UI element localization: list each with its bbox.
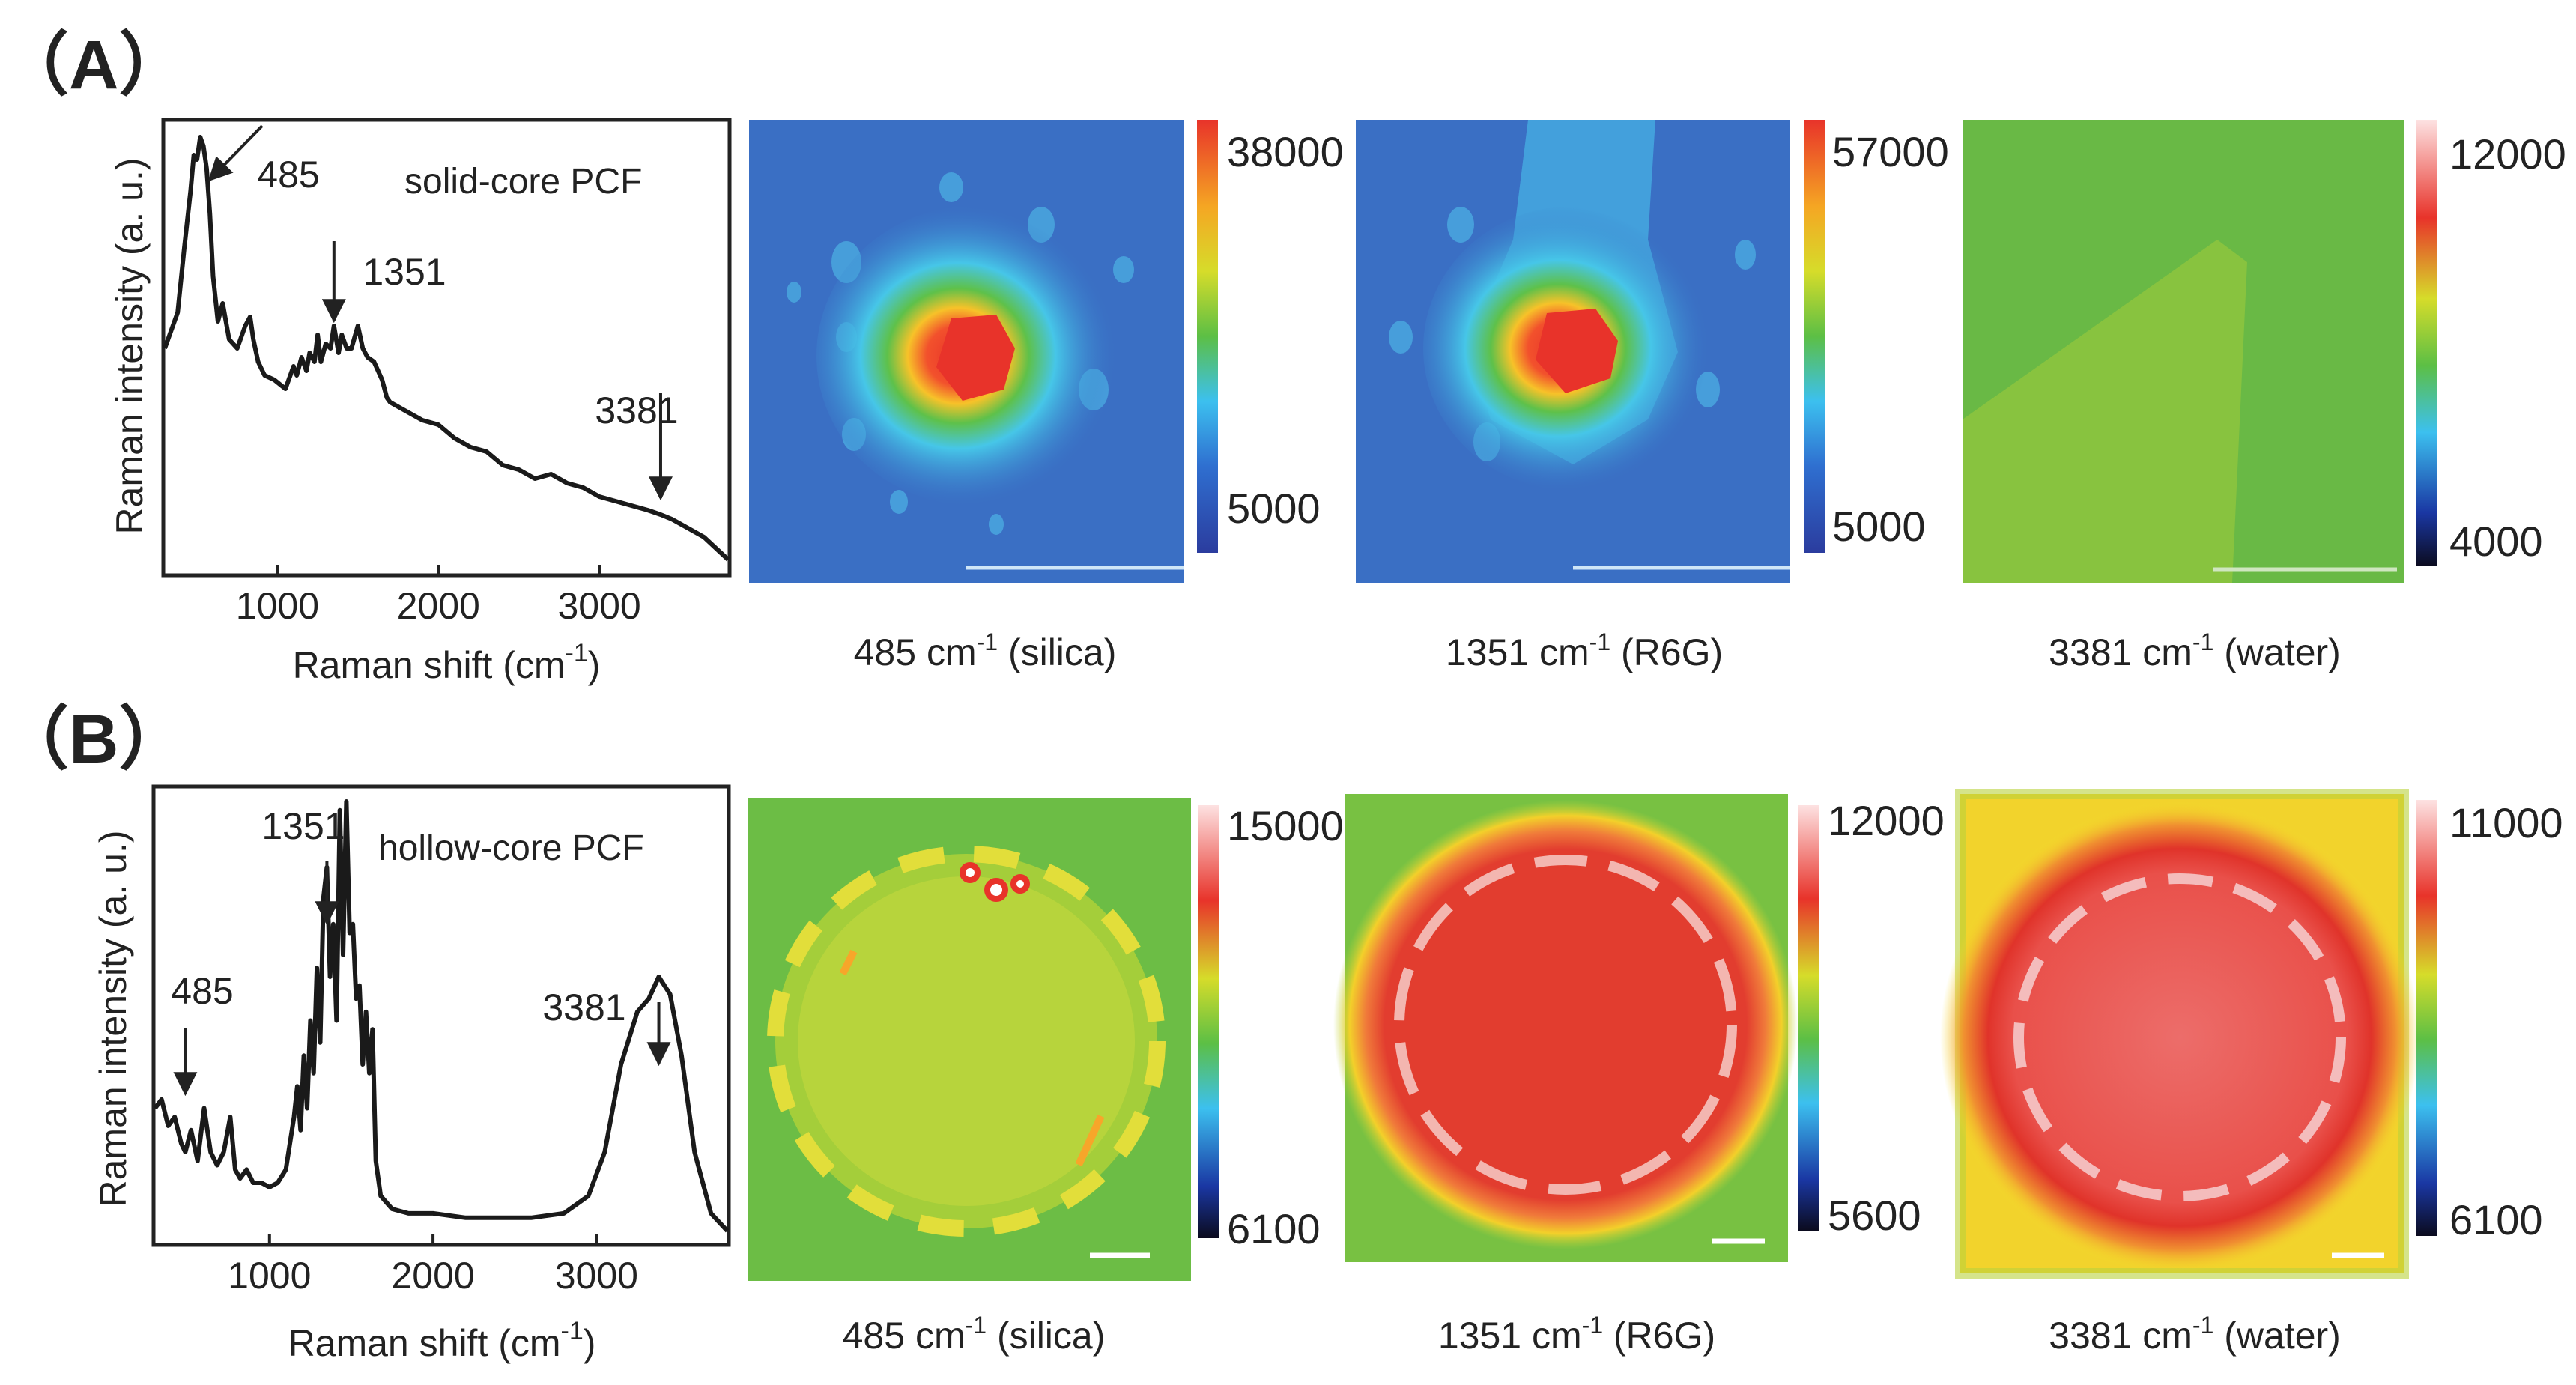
plot-frame xyxy=(151,784,731,1247)
x-tick-label: 3000 xyxy=(557,585,640,627)
colorbar xyxy=(2416,120,2437,566)
spectrum-line xyxy=(153,799,730,1233)
map-b3: 11000 6100 3381 cm-1 (water) xyxy=(1940,789,2563,1357)
map-caption: 1351 cm-1 (R6G) xyxy=(1446,628,1723,673)
panel-b-label: （B） xyxy=(0,701,187,778)
x-ticks: 1000 2000 3000 xyxy=(228,1234,638,1297)
colorbar xyxy=(1804,120,1825,553)
colorbar-min: 5000 xyxy=(1227,485,1321,532)
colorbar xyxy=(2416,800,2437,1236)
peak-label: 485 xyxy=(171,970,233,1012)
map-b1: 15000 6100 485 cm-1 (silica) xyxy=(748,798,1344,1357)
map-a1: 38000 5000 485 cm-1 (silica) xyxy=(749,120,1344,673)
colorbar-max: 57000 xyxy=(1832,128,1949,175)
x-axis-label: Raman shift (cm-1) xyxy=(293,639,601,686)
y-axis-label: Raman intensity (a. u.) xyxy=(92,831,134,1207)
hotspot-core xyxy=(936,315,1015,401)
fiber-ring xyxy=(1394,855,1737,1195)
colorbar-max: 38000 xyxy=(1227,128,1344,175)
x-axis-label: Raman shift (cm-1) xyxy=(288,1317,596,1364)
chart-title: hollow-core PCF xyxy=(378,828,644,868)
colorbar-min: 6100 xyxy=(2449,1196,2543,1243)
peak-annotations: 485 1351 3381 xyxy=(207,124,679,501)
heat-halo xyxy=(1940,801,2419,1273)
spectrum-chart-b: hollow-core PCF Raman intensity (a. u.) … xyxy=(92,784,731,1364)
map-caption: 3381 cm-1 (water) xyxy=(2049,1312,2341,1357)
map-a2: 57000 5000 1351 cm-1 (R6G) xyxy=(1356,120,1949,673)
hotspot-core xyxy=(1536,309,1618,393)
spectrum-line xyxy=(163,135,730,562)
peak-label: 1351 xyxy=(261,805,345,847)
colorbar-min: 5600 xyxy=(1828,1192,1921,1239)
panel-b: （B） hollow-core PCF Raman intensity (a. … xyxy=(0,701,2563,1364)
peak-label: 3381 xyxy=(542,987,625,1028)
colorbar xyxy=(1198,805,1219,1238)
x-tick-label: 1000 xyxy=(236,585,319,627)
peak-arrow xyxy=(207,124,264,182)
fiber-core xyxy=(798,876,1135,1206)
peak-label: 485 xyxy=(257,154,319,196)
peak-label: 3381 xyxy=(595,390,678,431)
map-caption: 485 cm-1 (silica) xyxy=(854,628,1117,673)
colorbar-max: 12000 xyxy=(2449,130,2566,178)
chart-title: solid-core PCF xyxy=(404,162,642,201)
colorbar xyxy=(1798,805,1819,1231)
x-tick-label: 3000 xyxy=(555,1255,638,1297)
map-caption: 485 cm-1 (silica) xyxy=(843,1312,1106,1357)
peak-label: 1351 xyxy=(363,251,446,293)
colorbar-min: 6100 xyxy=(1227,1205,1321,1252)
colorbar-min: 4000 xyxy=(2449,518,2543,565)
colorbar-max: 11000 xyxy=(2449,799,2563,846)
colorbar xyxy=(1197,120,1218,553)
panel-a: （A） solid-core PCF Raman intensity (a. u… xyxy=(0,27,2566,686)
hotspot-marks xyxy=(839,862,1105,1167)
x-tick-label: 1000 xyxy=(228,1255,311,1297)
x-tick-label: 2000 xyxy=(397,585,480,627)
map-caption: 3381 cm-1 (water) xyxy=(2049,628,2341,673)
colorbar-min: 5000 xyxy=(1832,503,1926,550)
map-caption: 1351 cm-1 (R6G) xyxy=(1438,1312,1715,1357)
colorbar-max: 12000 xyxy=(1828,797,1945,844)
fiber-ring xyxy=(2013,873,2346,1201)
panel-a-label: （A） xyxy=(0,27,187,103)
map-a3: 12000 4000 3381 cm-1 (water) xyxy=(1963,120,2566,673)
x-tick-label: 2000 xyxy=(391,1255,474,1297)
spectrum-chart-a: solid-core PCF Raman intensity (a. u.) R… xyxy=(109,118,732,686)
peak-annotations: 485 1351 3381 xyxy=(171,805,671,1097)
y-axis-label: Raman intensity (a. u.) xyxy=(109,158,151,535)
map-b2: 12000 5600 1351 cm-1 (R6G) xyxy=(1333,794,1945,1357)
heatmap-tint xyxy=(1963,240,2247,583)
x-ticks: 1000 2000 3000 xyxy=(236,565,641,627)
colorbar-max: 15000 xyxy=(1227,802,1344,849)
